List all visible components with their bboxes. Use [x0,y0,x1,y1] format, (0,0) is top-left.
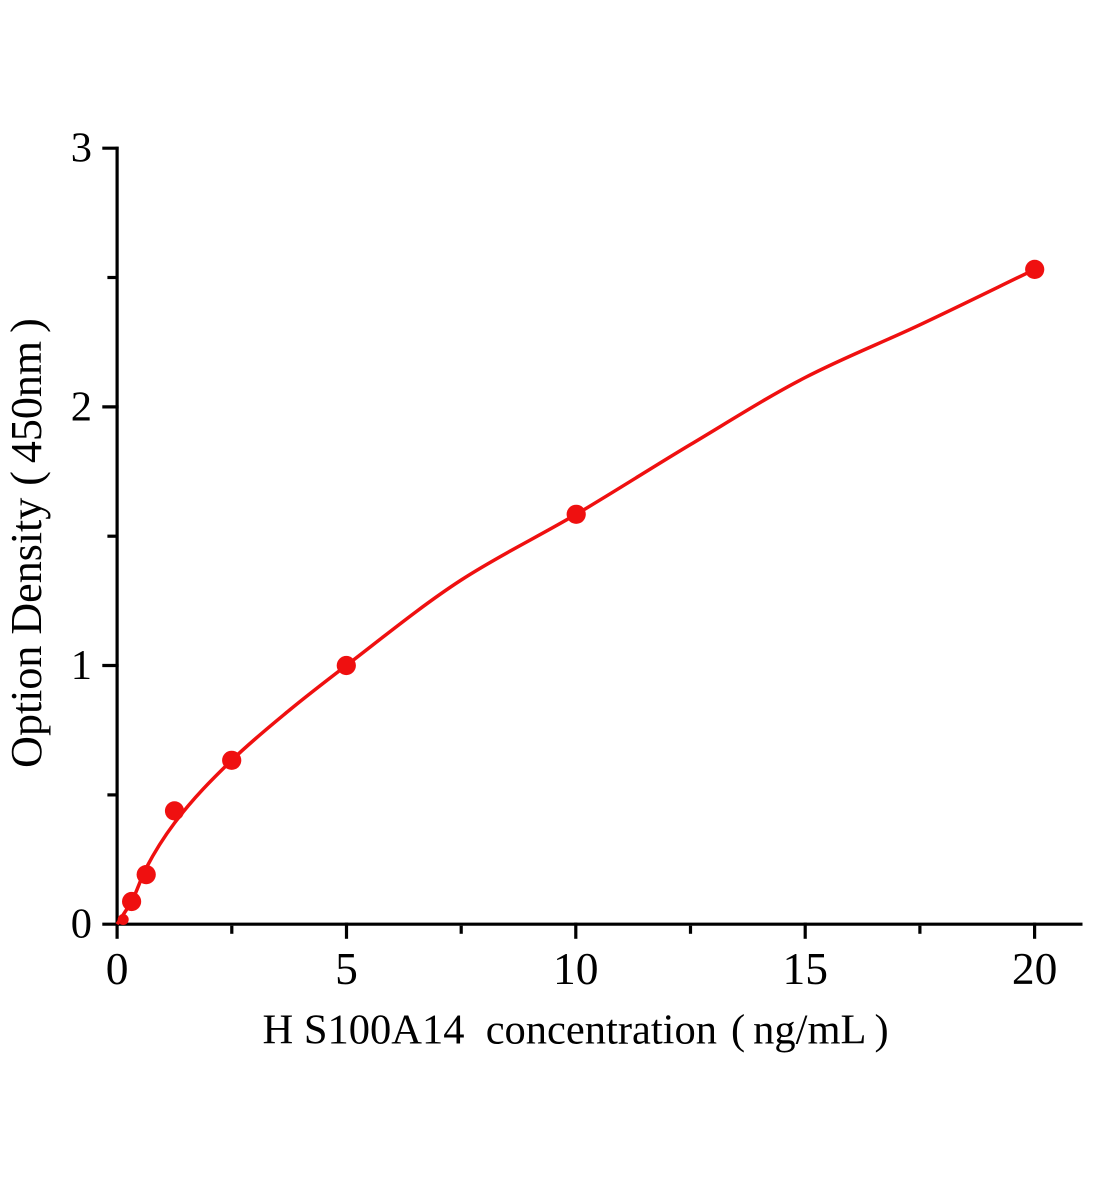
svg-text:15: 15 [782,943,828,994]
svg-text:3: 3 [71,125,92,172]
svg-text:H S100A14 concentration(ng/mL: H S100A14 concentration(ng/mL) [263,1007,889,1054]
svg-text:1: 1 [71,642,92,689]
svg-text:2: 2 [71,383,92,430]
svg-text:5: 5 [335,943,358,994]
svg-text:0: 0 [71,901,92,948]
svg-text:10: 10 [553,943,599,994]
svg-text:0: 0 [106,943,129,994]
svg-text:Option Density(450nm): Option Density(450nm) [2,318,51,768]
svg-text:20: 20 [1012,943,1058,994]
